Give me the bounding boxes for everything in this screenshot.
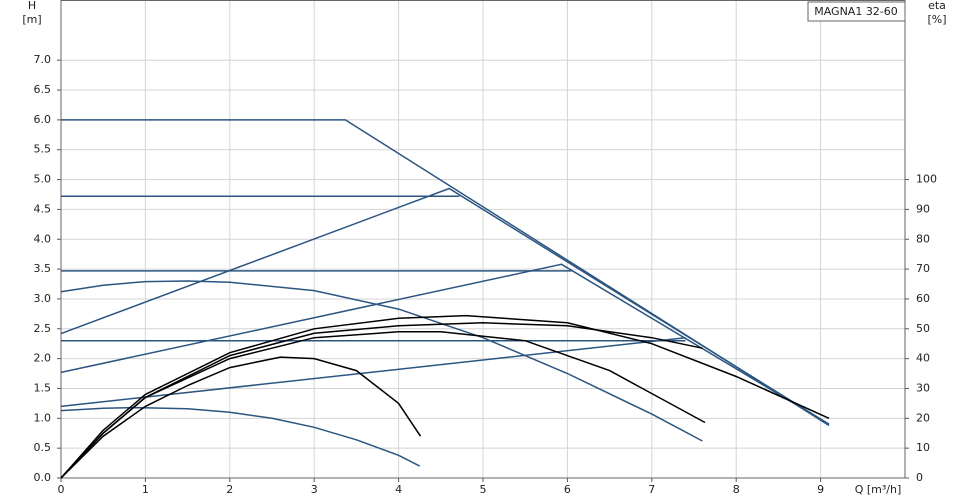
x-tick-label: 3	[311, 483, 318, 496]
y-tick-label: 1.0	[34, 411, 52, 424]
y-tick-label: 6.0	[34, 113, 52, 126]
curve	[60, 187, 830, 425]
y-axis-unit: [m]	[22, 13, 41, 26]
y2-tick-label: 0	[916, 471, 923, 484]
y2-axis-title: eta	[928, 0, 946, 12]
y2-tick-label: 40	[916, 352, 930, 365]
curve	[60, 280, 703, 442]
y-tick-label: 0.0	[34, 471, 52, 484]
y2-tick-label: 80	[916, 232, 930, 245]
legend-box	[807, 1, 906, 22]
curve	[60, 263, 830, 425]
y-tick-label: 1.5	[34, 381, 52, 394]
y-tick-label: 5.5	[34, 143, 52, 156]
curve	[60, 331, 706, 479]
y2-tick-label: 70	[916, 262, 930, 275]
y2-tick-label: 50	[916, 322, 930, 335]
x-tick-label: 4	[395, 483, 402, 496]
x-tick-label: 7	[648, 483, 655, 496]
y-tick-label: 4.0	[34, 232, 52, 245]
y2-tick-label: 60	[916, 292, 930, 305]
curve	[60, 406, 421, 467]
curve	[60, 336, 686, 408]
y2-tick-label: 100	[916, 173, 937, 186]
y2-tick-label: 30	[916, 381, 930, 394]
y2-tick-label: 10	[916, 441, 930, 454]
y-tick-label: 2.0	[34, 352, 52, 365]
y-tick-label: 7.0	[34, 53, 52, 66]
y-tick-label: 0.5	[34, 441, 52, 454]
curve	[60, 356, 422, 479]
y2-tick-label: 90	[916, 202, 930, 215]
x-tick-label: 0	[58, 483, 65, 496]
y-tick-label: 2.5	[34, 322, 52, 335]
y-tick-label: 6.5	[34, 83, 52, 96]
y-tick-label: 3.5	[34, 262, 52, 275]
legend-text: MAGNA1 32-60	[814, 5, 898, 18]
plot-frame	[60, 0, 906, 479]
x-tick-label: 2	[226, 483, 233, 496]
x-tick-label: 5	[480, 483, 487, 496]
x-axis-title: Q [m³/h]	[855, 483, 902, 496]
x-tick-label: 8	[733, 483, 740, 496]
x-tick-label: 1	[142, 483, 149, 496]
x-tick-label: 9	[817, 483, 824, 496]
y-tick-label: 3.0	[34, 292, 52, 305]
x-tick-label: 6	[564, 483, 571, 496]
y2-tick-label: 20	[916, 411, 930, 424]
y2-axis-unit: [%]	[927, 13, 946, 26]
y-tick-label: 4.5	[34, 202, 52, 215]
curve	[60, 322, 703, 479]
y-axis-title: H	[28, 0, 36, 12]
y-tick-label: 5.0	[34, 173, 52, 186]
curve	[60, 314, 830, 479]
